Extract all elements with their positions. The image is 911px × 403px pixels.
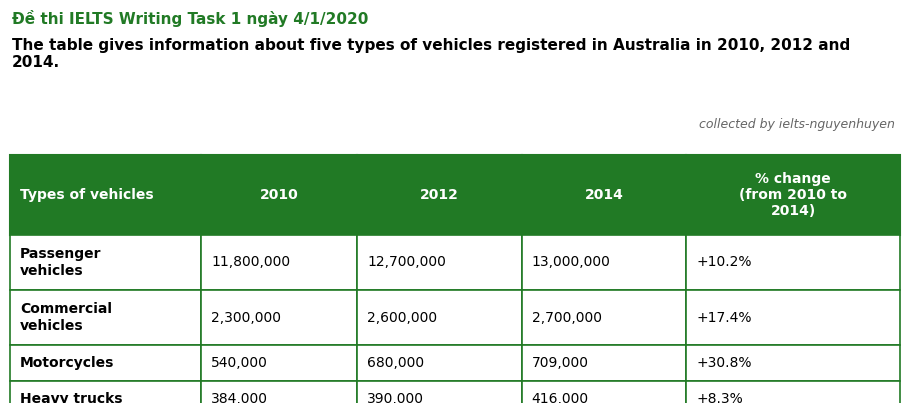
Text: Commercial
vehicles: Commercial vehicles bbox=[20, 302, 112, 332]
Text: Passenger
vehicles: Passenger vehicles bbox=[20, 247, 101, 278]
Text: Heavy trucks: Heavy trucks bbox=[20, 392, 122, 403]
Bar bbox=[357, 345, 521, 381]
Bar bbox=[686, 345, 899, 381]
Text: 2,300,000: 2,300,000 bbox=[211, 310, 281, 324]
Text: +10.2%: +10.2% bbox=[696, 256, 751, 270]
Text: +30.8%: +30.8% bbox=[696, 356, 751, 370]
Bar bbox=[521, 155, 686, 235]
Bar bbox=[10, 381, 201, 403]
Bar bbox=[686, 235, 899, 290]
Text: collected by ielts-nguyenhuyen: collected by ielts-nguyenhuyen bbox=[699, 118, 894, 131]
Text: 416,000: 416,000 bbox=[531, 392, 589, 403]
Text: 11,800,000: 11,800,000 bbox=[211, 256, 291, 270]
Bar bbox=[521, 381, 686, 403]
Text: 384,000: 384,000 bbox=[211, 392, 268, 403]
Text: 2014: 2014 bbox=[584, 188, 623, 202]
Bar bbox=[10, 290, 201, 345]
Bar bbox=[10, 345, 201, 381]
Text: 2010: 2010 bbox=[260, 188, 298, 202]
Text: +17.4%: +17.4% bbox=[696, 310, 751, 324]
Bar bbox=[521, 290, 686, 345]
Text: Đề thi IELTS Writing Task 1 ngày 4/1/2020: Đề thi IELTS Writing Task 1 ngày 4/1/202… bbox=[12, 10, 368, 27]
Bar bbox=[10, 235, 201, 290]
Text: 2,600,000: 2,600,000 bbox=[367, 310, 436, 324]
Text: 12,700,000: 12,700,000 bbox=[367, 256, 445, 270]
Text: Types of vehicles: Types of vehicles bbox=[20, 188, 153, 202]
Bar bbox=[686, 381, 899, 403]
Text: 2012: 2012 bbox=[420, 188, 458, 202]
Text: The table gives information about five types of vehicles registered in Australia: The table gives information about five t… bbox=[12, 38, 849, 71]
Bar bbox=[357, 155, 521, 235]
Bar bbox=[686, 290, 899, 345]
Text: 390,000: 390,000 bbox=[367, 392, 424, 403]
Bar bbox=[201, 155, 357, 235]
Text: 540,000: 540,000 bbox=[211, 356, 268, 370]
Text: +8.3%: +8.3% bbox=[696, 392, 742, 403]
Bar bbox=[686, 155, 899, 235]
Bar bbox=[357, 381, 521, 403]
Bar bbox=[357, 290, 521, 345]
Bar bbox=[521, 235, 686, 290]
Bar bbox=[10, 155, 201, 235]
Text: 680,000: 680,000 bbox=[367, 356, 424, 370]
Bar bbox=[521, 345, 686, 381]
Text: Motorcycles: Motorcycles bbox=[20, 356, 114, 370]
Bar bbox=[201, 345, 357, 381]
Text: 13,000,000: 13,000,000 bbox=[531, 256, 610, 270]
Text: 709,000: 709,000 bbox=[531, 356, 589, 370]
Bar bbox=[201, 235, 357, 290]
Text: 2,700,000: 2,700,000 bbox=[531, 310, 601, 324]
Bar bbox=[357, 235, 521, 290]
Bar bbox=[201, 381, 357, 403]
Text: % change
(from 2010 to
2014): % change (from 2010 to 2014) bbox=[739, 172, 846, 218]
Bar bbox=[201, 290, 357, 345]
